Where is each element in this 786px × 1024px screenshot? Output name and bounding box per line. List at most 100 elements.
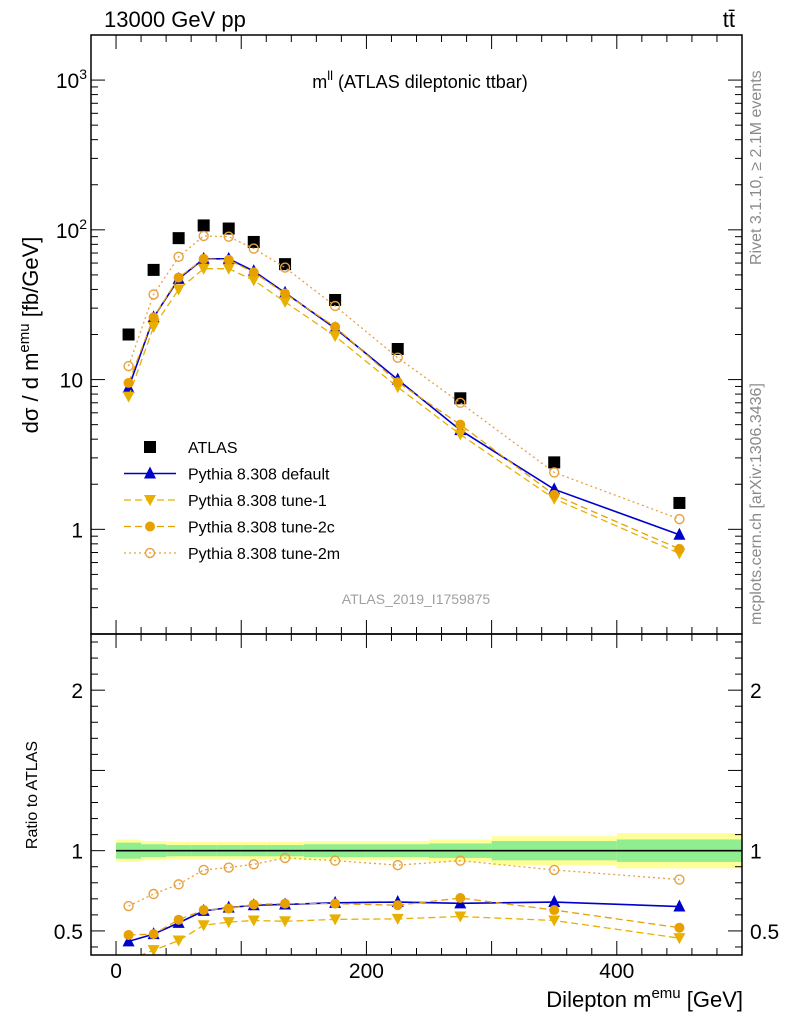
data-point [279,262,291,273]
rivet-version-label: Rivet 3.1.10, ≥ 2.1M events [748,70,765,265]
data-point [673,496,686,509]
ylabel-pre: dσ / d m [18,353,43,434]
data-point [197,219,210,232]
data-point [248,267,259,278]
legend-marker [145,521,155,532]
data-point [222,263,235,275]
ratio-plot-frame [90,633,743,956]
y-tick-label: 102 [56,216,87,243]
data-point [223,862,234,873]
data-point [673,933,686,945]
data-point [172,232,185,245]
ratio-band-layer [116,833,742,869]
y-tick-label: 1 [71,519,83,542]
data-point [548,915,561,927]
data-point [674,513,685,525]
data-point [147,263,160,276]
series-line-1 [139,915,680,955]
data-point [123,360,134,372]
data-point [391,343,404,356]
title-main: m [312,72,327,92]
data-point [147,945,160,955]
data-point [122,391,135,403]
legend-marker [144,466,156,479]
xlabel-post: [GeV] [681,987,743,1012]
main-title: mll (ATLAS dileptonic ttbar) [312,68,528,92]
legend-label: Pythia 8.308 default [188,467,330,484]
data-point [222,222,235,235]
data-point [122,934,135,947]
data-point [392,900,403,911]
x-tick-label: 0 [110,960,122,983]
title-rest: (ATLAS dileptonic ttbar) [333,72,528,92]
ylabel-sup: emu [16,323,33,352]
title-sup: ll [327,68,333,83]
data-point [247,915,260,927]
series-line-2 [127,268,680,555]
data-point [123,929,134,940]
data-point [392,859,403,871]
data-point [173,879,184,890]
data-point [454,429,467,441]
ratio-series-clipped [122,852,686,955]
data-point [391,913,404,925]
data-point [673,899,686,912]
data-point [147,321,160,333]
data-point [455,419,466,430]
data-point [279,258,292,271]
data-point [329,855,341,866]
data-point [673,527,686,540]
data-point [329,914,342,926]
data-point [674,922,685,933]
data-point [223,231,234,242]
data-point [454,911,467,923]
energy-label: 13000 GeV pp [104,7,246,32]
data-point [329,300,341,312]
ratio-y-tick-label-right: 0.5 [750,921,779,944]
data-point [330,898,341,909]
x-tick-label: 400 [599,960,634,983]
data-point [392,352,403,363]
data-point [148,289,159,300]
x-axis-label: Dilepton memu [GeV] [546,985,743,1012]
data-point [548,456,561,469]
data-point [223,254,234,265]
legend-label: Pythia 8.308 tune-2m [188,546,340,563]
data-point [173,251,184,263]
data-point [148,312,159,323]
main-plot-frame [90,34,743,635]
series-line-0 [128,901,680,943]
ratio-y-axis-label: Ratio to ATLAS [24,741,41,849]
ratio-series-layer [122,852,686,955]
data-point [122,328,135,341]
legend: ATLAS Pythia 8.308 default Pythia 8.308 tu… [124,440,340,563]
ratio-y-tick-label: 1 [71,841,83,864]
ratio-y-tick-label-right: 2 [750,680,762,703]
data-point [329,331,342,343]
data-point [549,864,560,876]
y-tick-label: 10 [60,370,83,393]
data-point [674,874,685,885]
ylabel-post: [fb/GeV] [18,237,43,324]
data-point [197,920,210,932]
data-point [548,895,561,908]
data-point [172,284,185,296]
data-point [279,916,292,928]
legend-marker [144,495,156,506]
data-point [330,321,341,332]
ratio-y-tick-label: 0.5 [54,921,83,944]
data-point [148,929,159,940]
data-point [198,864,209,876]
main-frame: 1 10 102 103 [56,34,743,635]
data-point [247,275,260,287]
data-point [455,893,466,904]
ratio-frame: 0.5 0.5 1 1 2 2 0 200 400 [54,633,779,983]
data-point [223,903,234,914]
data-point [148,888,159,900]
data-point [248,859,259,870]
legend-marker [144,547,156,559]
analysis-watermark: ATLAS_2019_I1759875 [342,591,491,607]
data-point [279,852,291,864]
main-y-axis-label: dσ / d memu [fb/GeV] [16,237,43,434]
